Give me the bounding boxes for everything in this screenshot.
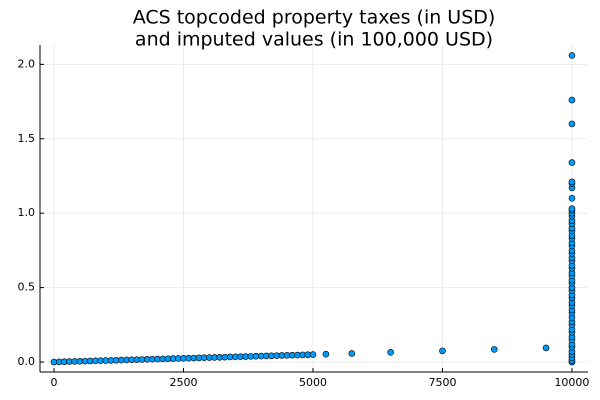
x-tick-label: 5000 bbox=[299, 376, 327, 389]
y-tick-label: 1.5 bbox=[18, 132, 36, 145]
y-tick-label: 1.0 bbox=[18, 206, 36, 219]
x-tick-label: 10000 bbox=[554, 376, 589, 389]
point bbox=[542, 344, 550, 352]
point bbox=[309, 351, 317, 358]
x-tick-label: 0 bbox=[50, 376, 57, 389]
point bbox=[322, 350, 330, 358]
point bbox=[568, 120, 576, 128]
y-tick-label: 2.0 bbox=[18, 57, 36, 70]
point bbox=[568, 52, 576, 59]
point bbox=[568, 178, 576, 186]
x-tick-label: 2500 bbox=[169, 376, 197, 389]
y-tick-label: 0.0 bbox=[18, 355, 36, 368]
point bbox=[568, 195, 576, 202]
chart-title: ACS topcoded property taxes (in USD) bbox=[133, 7, 496, 29]
point bbox=[568, 96, 576, 104]
x-tick-label: 7500 bbox=[428, 376, 456, 389]
point bbox=[490, 346, 498, 353]
y-tick-label: 0.5 bbox=[18, 281, 36, 294]
point bbox=[568, 205, 576, 213]
point bbox=[348, 350, 356, 357]
point bbox=[387, 349, 394, 356]
point bbox=[568, 159, 576, 166]
point bbox=[439, 347, 446, 355]
chart-title: and imputed values (in 100,000 USD) bbox=[135, 29, 493, 51]
